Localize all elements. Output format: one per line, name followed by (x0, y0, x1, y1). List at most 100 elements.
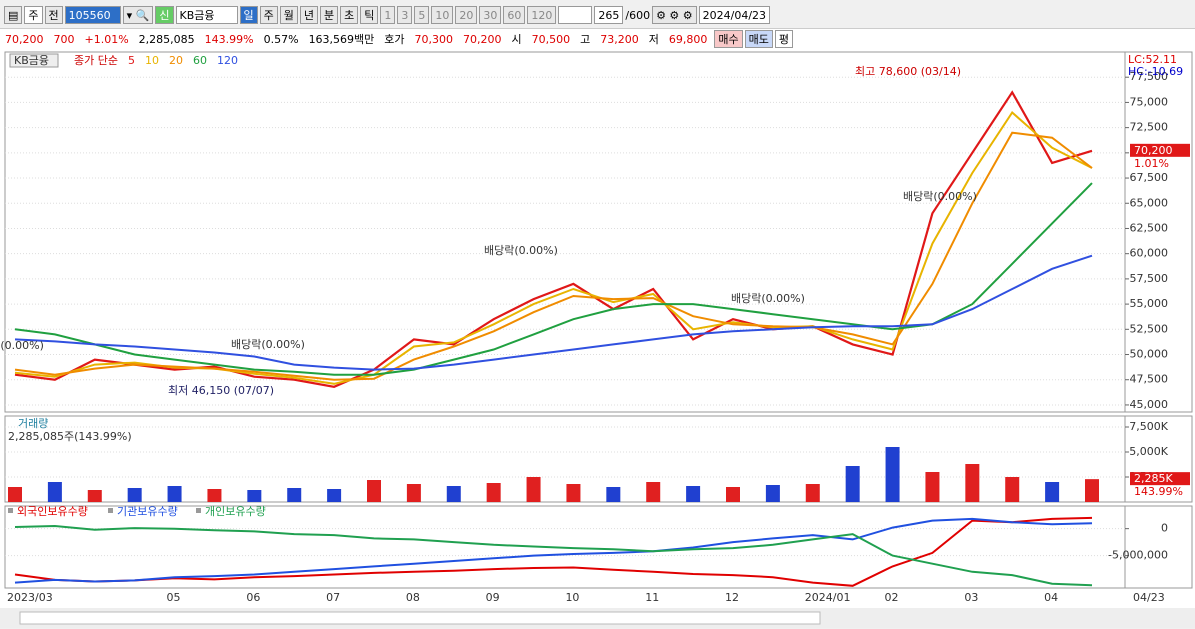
x-tick-label: 08 (406, 591, 420, 604)
y-tick-label: 57,500 (1130, 272, 1169, 285)
x-tick-label: 2024/01 (805, 591, 851, 604)
series-line (14, 524, 1093, 587)
name-input[interactable]: KB금융 (175, 6, 238, 24)
legend-entry: 60 (193, 54, 207, 67)
x-tick-label: 05 (167, 591, 181, 604)
period-button[interactable]: 분 (320, 6, 339, 24)
quote-price: 70,200 (5, 32, 44, 46)
period-button[interactable]: 주 (259, 6, 278, 24)
credit-badge[interactable]: 신 (155, 6, 174, 24)
quote-ask-label: 호가 (384, 33, 405, 46)
volume-bar (1085, 479, 1099, 502)
axis-frame (1124, 505, 1193, 589)
annotation: 배당락(0.00%) (903, 190, 977, 203)
legend-swatch (196, 508, 201, 513)
quote-low: 69,800 (668, 32, 708, 46)
legend-box (9, 53, 59, 68)
interval-button[interactable]: 120 (527, 6, 557, 24)
volume-bar (606, 487, 621, 502)
quote-high: 73,200 (600, 32, 639, 46)
volume-bar (1045, 482, 1060, 502)
chart-title: KB금융 (14, 54, 49, 67)
volume-bar (726, 487, 740, 502)
rate-label: 1.01% (1134, 157, 1169, 170)
sell-button[interactable]: 매도 (744, 30, 773, 48)
buy-button[interactable]: 매수 (714, 30, 743, 48)
volume-rate-label: 143.99% (1134, 485, 1183, 498)
quote-open-label: 시 (511, 33, 522, 46)
annotation: 배당락(0.00%) (0, 339, 44, 352)
legend-swatch (8, 508, 13, 513)
quote-high-label: 고 (580, 33, 591, 46)
y-tick-label: 45,000 (1130, 398, 1169, 411)
y-tick-label: 60,000 (1130, 247, 1169, 260)
volume-bar (526, 477, 541, 502)
series-line (14, 517, 1093, 584)
period-button[interactable]: 초 (340, 6, 359, 24)
chart: 45,000 47,500 50,000 52,500 55,000 57,500 60,0… (0, 49, 1195, 628)
annotation: 최저 46,150 (07/07) (168, 384, 274, 397)
price-tag (1130, 143, 1190, 157)
code-input[interactable]: 105560 (64, 6, 121, 24)
period-button[interactable]: 틱 (360, 6, 379, 24)
volume-bar (765, 485, 780, 502)
x-tick-label: 11 (645, 591, 659, 604)
quote-low-label: 저 (648, 33, 659, 46)
date-input[interactable]: 2024/04/23 (698, 6, 771, 24)
annotation: 배당락(0.00%) (231, 338, 305, 351)
avg-button[interactable]: 평 (774, 30, 794, 48)
volume-bar (8, 487, 22, 502)
legend-entry: 10 (145, 54, 159, 67)
menu-button[interactable]: ▤ (4, 6, 23, 24)
tool-buttons[interactable]: ⚙ ⚙ ⚙ (652, 6, 697, 24)
price-label: 70,200 (1134, 144, 1173, 157)
count-input[interactable]: 265 (594, 6, 624, 24)
volume-bar (287, 488, 302, 502)
y-tick-label: 65,000 (1130, 196, 1169, 209)
period-button[interactable]: 월 (279, 6, 298, 24)
legend-entry: 개인보유수량 (205, 505, 266, 518)
volume-title: 거래량 (18, 417, 48, 430)
interval-button[interactable]: 30 (479, 6, 502, 24)
prev-button[interactable]: 전 (44, 6, 63, 24)
series-line (14, 131, 1093, 381)
y-tick-label: -5,000,000 (1108, 549, 1168, 562)
volume-bar (247, 490, 262, 502)
interval-button[interactable]: 5 (414, 6, 430, 24)
interval-button[interactable]: 1 (380, 6, 396, 24)
x-tick-label: 04 (1044, 591, 1058, 604)
volume-bar (47, 482, 62, 502)
interval-button[interactable]: 3 (397, 6, 413, 24)
quote-volume: 2,285,085 (138, 32, 195, 46)
period-button[interactable]: 년 (299, 6, 318, 24)
market-select[interactable]: 주 (24, 6, 43, 24)
y-tick-label: 52,500 (1130, 322, 1169, 335)
interval-button[interactable]: 20 (455, 6, 478, 24)
volume-subtitle: 2,285,085주(143.99%) (8, 430, 132, 443)
volume-bar (845, 466, 860, 502)
x-tick-label: 06 (246, 591, 260, 604)
axis-frame (1124, 415, 1193, 503)
y-tick-label: 7,500K (1129, 420, 1168, 433)
legend-entry: 외국인보유수량 (17, 505, 88, 518)
y-tick-label: 62,500 (1130, 221, 1169, 234)
interval-button[interactable]: 60 (503, 6, 526, 24)
hc-label: HC:-10.69 (1128, 65, 1183, 78)
x-tick-label: 03 (964, 591, 978, 604)
volume-bar (87, 490, 102, 502)
y-tick-label: 47,500 (1130, 373, 1169, 386)
lc-label: LC:52.11 (1128, 53, 1177, 66)
y-tick-label: 72,500 (1130, 121, 1169, 134)
quote-bar: 70,200 700 +1.01% 2,285,085 143.99% 0.57% 163,… (0, 28, 1195, 50)
search-button[interactable]: ▾ 🔍 (122, 6, 154, 24)
y-tick-label: 75,000 (1130, 95, 1169, 108)
interval-button[interactable]: 10 (431, 6, 454, 24)
x-tick-label: 12 (725, 591, 739, 604)
x-tick-label: 10 (565, 591, 579, 604)
y-tick-label: 0 (1161, 522, 1168, 535)
legend-entry: 20 (169, 54, 183, 67)
axis-frame (1124, 51, 1193, 413)
period-button[interactable]: 일 (239, 6, 258, 24)
x-tick-label: 02 (885, 591, 899, 604)
